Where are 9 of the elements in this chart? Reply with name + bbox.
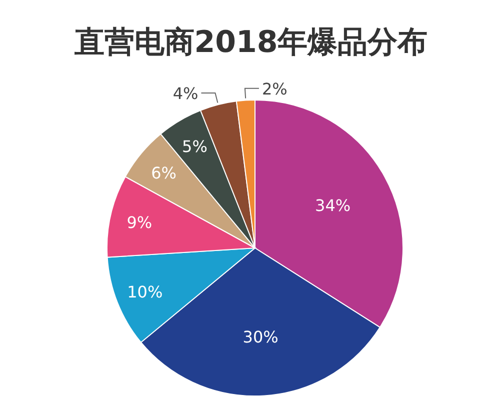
- data-label: 4%: [172, 84, 198, 104]
- data-label: 2%: [262, 79, 288, 98]
- data-label: 34%: [315, 196, 351, 216]
- data-label: 10%: [127, 282, 163, 302]
- data-label: 9%: [126, 213, 152, 232]
- data-label: 6%: [151, 164, 176, 183]
- data-label: 30%: [242, 328, 278, 347]
- chart-title: 直营电商2018年爆品分布: [73, 25, 428, 60]
- data-label: 5%: [182, 137, 208, 156]
